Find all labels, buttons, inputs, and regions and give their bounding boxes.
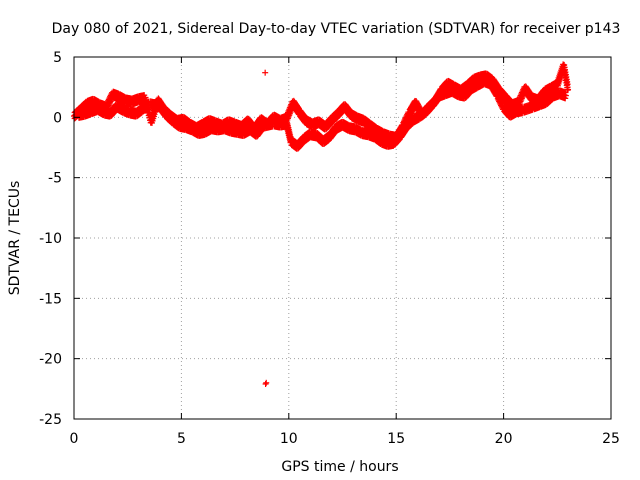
y-tick-label: 0 <box>53 110 62 126</box>
y-axis-label: SDTVAR / TECUs <box>7 181 23 296</box>
x-tick-label: 5 <box>177 431 186 447</box>
x-tick-label: 0 <box>70 431 79 447</box>
data-point <box>107 98 114 105</box>
x-tick-label: 10 <box>280 431 298 447</box>
y-tick-label: -20 <box>39 352 62 368</box>
data-point <box>262 381 269 388</box>
data-point <box>107 99 114 106</box>
y-tick-label: -10 <box>39 231 62 247</box>
y-tick-label: 5 <box>53 50 62 66</box>
x-axis-label: GPS time / hours <box>281 459 398 475</box>
data-point <box>263 379 270 386</box>
x-tick-label: 15 <box>387 431 405 447</box>
y-tick-label: -15 <box>39 291 62 307</box>
x-tick-label: 25 <box>602 431 620 447</box>
y-tick-label: -5 <box>48 171 62 187</box>
x-tick-label: 20 <box>495 431 513 447</box>
data-point <box>262 69 269 76</box>
data-point <box>106 101 113 108</box>
data-points <box>71 61 572 388</box>
y-tick-label: -25 <box>39 412 62 428</box>
chart-title: Day 080 of 2021, Sidereal Day-to-day VTE… <box>52 21 621 37</box>
